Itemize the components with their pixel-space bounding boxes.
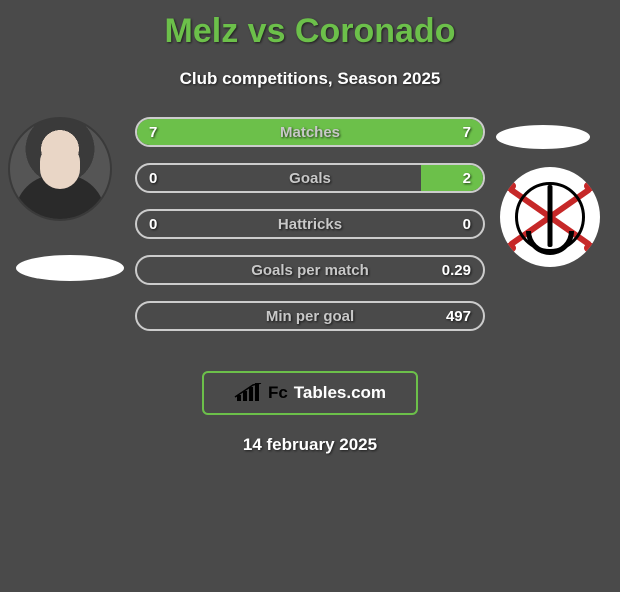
stat-label: Goals (137, 170, 483, 187)
stat-value-right: 0.29 (442, 262, 471, 279)
stat-bar-goals-per-match: Goals per match 0.29 (135, 255, 485, 285)
stat-label: Min per goal (137, 308, 483, 325)
stat-label: Matches (137, 124, 483, 141)
stat-bar-goals: 0 Goals 2 (135, 163, 485, 193)
subtitle: Club competitions, Season 2025 (0, 69, 620, 89)
stat-value-right: 7 (463, 124, 471, 141)
player-right-flag-oval (496, 125, 590, 149)
stat-label: Goals per match (137, 262, 483, 279)
stat-bar-hattricks: 0 Hattricks 0 (135, 209, 485, 239)
player-right-club-badge (500, 167, 600, 267)
stat-value-right: 0 (463, 216, 471, 233)
chart-icon (234, 383, 262, 403)
stat-bar-matches: 7 Matches 7 (135, 117, 485, 147)
page-title: Melz vs Coronado (0, 12, 620, 51)
comparison-row: 7 Matches 7 0 Goals 2 0 Hattricks 0 Goal… (0, 117, 620, 357)
date-line: 14 february 2025 (0, 435, 620, 455)
stat-label: Hattricks (137, 216, 483, 233)
stat-value-right: 2 (463, 170, 471, 187)
stat-value-right: 497 (446, 308, 471, 325)
brand-fc: Fc (268, 383, 288, 403)
brand-box[interactable]: Fc Tables.com (202, 371, 418, 415)
player-left-flag-oval (16, 255, 124, 281)
stat-bar-min-per-goal: Min per goal 497 (135, 301, 485, 331)
stat-bars: 7 Matches 7 0 Goals 2 0 Hattricks 0 Goal… (135, 117, 485, 347)
brand-tables: Tables.com (294, 383, 386, 403)
player-left-photo (8, 117, 112, 221)
